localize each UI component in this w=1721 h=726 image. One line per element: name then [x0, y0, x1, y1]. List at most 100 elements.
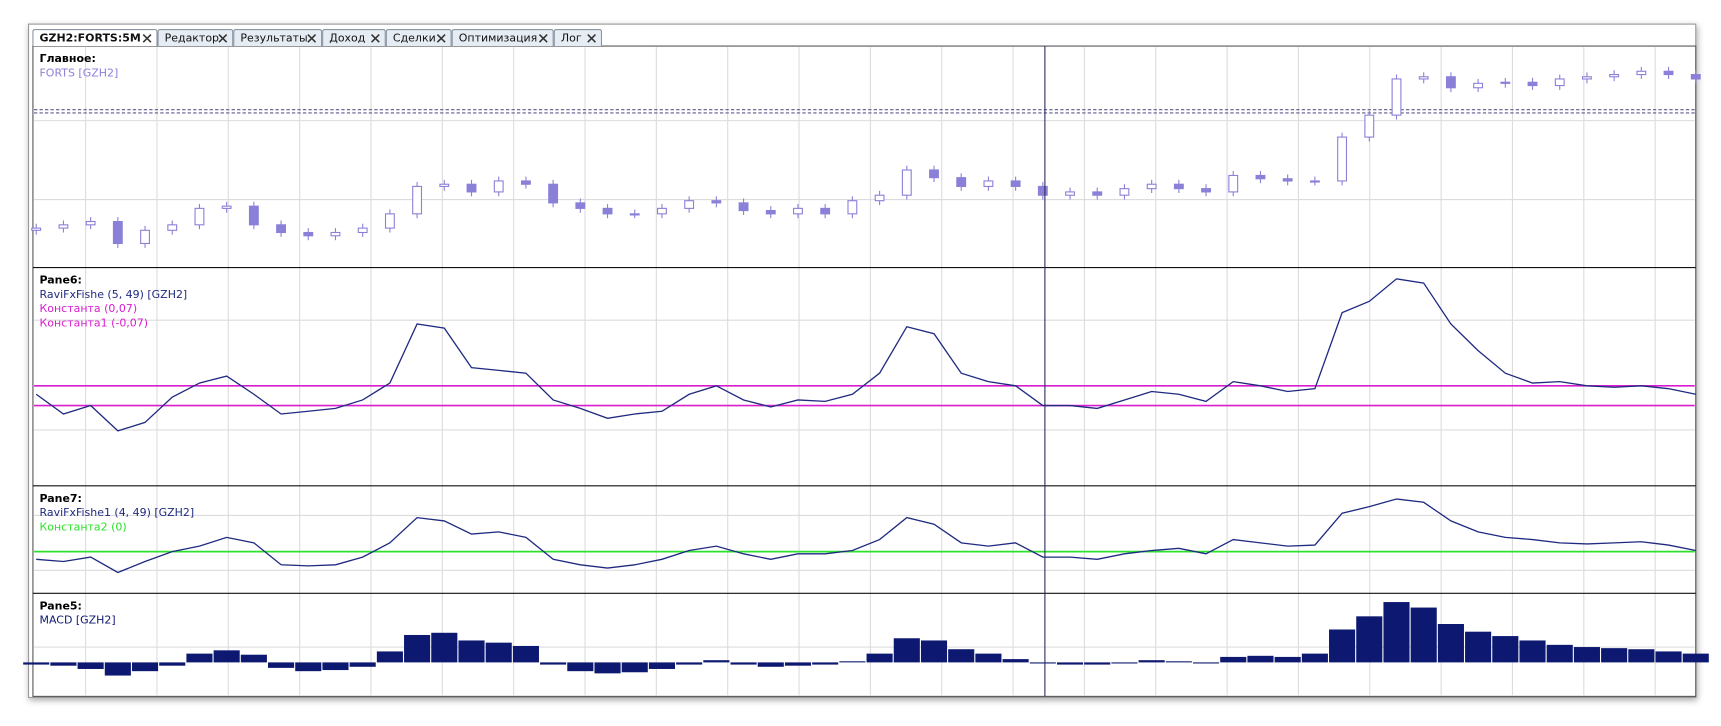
histogram-bar: [295, 662, 322, 672]
candle-body: [983, 180, 994, 187]
tab-label: GZH2:FORTS:5M: [40, 31, 141, 44]
candle-body: [357, 227, 368, 234]
histogram-bar: [485, 642, 512, 663]
pane-title: Pane6:: [40, 274, 82, 287]
constant-label: Константа2 (0): [40, 521, 127, 534]
candle-body: [1581, 76, 1592, 80]
histogram-bar: [349, 662, 376, 667]
candle-body: [1255, 174, 1266, 180]
histogram-bar: [893, 638, 920, 663]
candle-body: [466, 183, 477, 193]
histogram-bar: [621, 662, 648, 673]
candle-body: [1146, 183, 1157, 190]
histogram-bar: [1111, 662, 1138, 664]
histogram-bar: [540, 662, 567, 665]
candle-body: [1473, 82, 1484, 89]
indicator-line: [36, 498, 1696, 574]
plots: Главное:FORTS [GZH2] Pane6:RaviFxFishe (5…: [23, 52, 1709, 676]
candle-body: [384, 213, 395, 229]
candle-body: [1500, 81, 1511, 84]
histogram-bar: [131, 662, 159, 672]
histogram-bar: [839, 661, 866, 663]
histogram-bar: [1410, 607, 1437, 663]
pane-title: Pane7:: [40, 492, 82, 505]
tab-label: Лог: [561, 31, 582, 44]
pane: Pane5: MACD [GZH2]: [23, 599, 1709, 676]
tab[interactable]: GZH2:FORTS:5M: [32, 29, 158, 47]
histogram-bar: [1682, 653, 1709, 663]
histogram-bar: [920, 640, 948, 663]
histogram-bar: [730, 662, 757, 665]
candle-body: [1119, 188, 1130, 196]
grid: [32, 47, 1696, 696]
tab-close: [538, 34, 548, 43]
histogram-bar: [1247, 655, 1274, 663]
candle-body: [793, 207, 803, 215]
histogram-bar: [703, 660, 730, 663]
histogram-bar: [431, 632, 458, 663]
pane: Pane7:RaviFxFishe1 (4, 49) [GZH2] Констан…: [34, 492, 1696, 574]
tab-shape: [157, 29, 234, 47]
histogram-bar: [1165, 661, 1192, 663]
tab-shape: [451, 29, 554, 47]
tab-close: [587, 34, 596, 43]
histogram-bar: [1437, 624, 1464, 663]
tab[interactable]: Результаты: [233, 29, 323, 47]
candle-body: [711, 200, 722, 204]
histogram-bar: [322, 662, 349, 671]
candle-body: [1636, 70, 1647, 76]
histogram-bar: [404, 634, 431, 663]
histogram-bar: [812, 662, 839, 665]
tab[interactable]: Сделки: [385, 29, 452, 47]
series-label: RaviFxFishe (5, 49) [GZH2]: [40, 288, 188, 301]
candle-body: [140, 229, 150, 245]
pane-title: Главное:: [40, 52, 96, 65]
histogram-bar: [1492, 636, 1519, 663]
histogram-bar: [1029, 662, 1056, 664]
histogram-bar: [1519, 640, 1546, 663]
candle-body: [58, 224, 69, 229]
candle-body: [1554, 78, 1565, 87]
tab-close: [142, 34, 152, 43]
constant-label: Константа (0,07): [40, 302, 138, 315]
candle-body: [167, 224, 178, 231]
tab-label: Сделки: [393, 31, 436, 44]
candle-body: [1282, 178, 1293, 182]
histogram-bar: [784, 662, 812, 666]
tab[interactable]: Лог: [553, 29, 603, 47]
candle-body: [1309, 180, 1320, 183]
tab-label: Результаты: [240, 31, 307, 44]
candle-body: [194, 207, 205, 226]
histogram-bar: [866, 653, 893, 663]
candle-body: [738, 202, 749, 212]
tab-close: [218, 34, 228, 43]
candle-body: [520, 180, 531, 185]
candle-body: [820, 207, 831, 215]
histogram-bar: [757, 662, 784, 667]
histogram-bar: [594, 662, 621, 674]
histogram-bar: [975, 653, 1002, 663]
histogram-bar: [23, 662, 50, 665]
histogram-bar: [1628, 649, 1655, 663]
tab-shape: [32, 29, 158, 47]
series-label: FORTS [GZH2]: [40, 66, 119, 79]
candle-body: [575, 202, 586, 209]
tab[interactable]: Доход: [322, 29, 386, 47]
histogram-bar: [213, 650, 240, 663]
candle-body: [1418, 76, 1429, 80]
histogram-bar: [648, 662, 676, 669]
histogram-bar: [1301, 653, 1328, 663]
chart-area: [32, 45, 1697, 697]
histogram-bar: [50, 662, 77, 666]
histogram-bar: [1084, 662, 1111, 665]
candle-body: [956, 177, 967, 187]
tab[interactable]: Редактор: [157, 29, 234, 47]
histogram-bar: [159, 662, 186, 666]
tab[interactable]: Оптимизация: [451, 29, 554, 47]
histogram-bar: [104, 662, 131, 676]
candle-body: [276, 224, 287, 234]
candle-body: [1065, 191, 1075, 196]
pane: Pane6:RaviFxFishe (5, 49) [GZH2]Констант…: [34, 274, 1696, 432]
